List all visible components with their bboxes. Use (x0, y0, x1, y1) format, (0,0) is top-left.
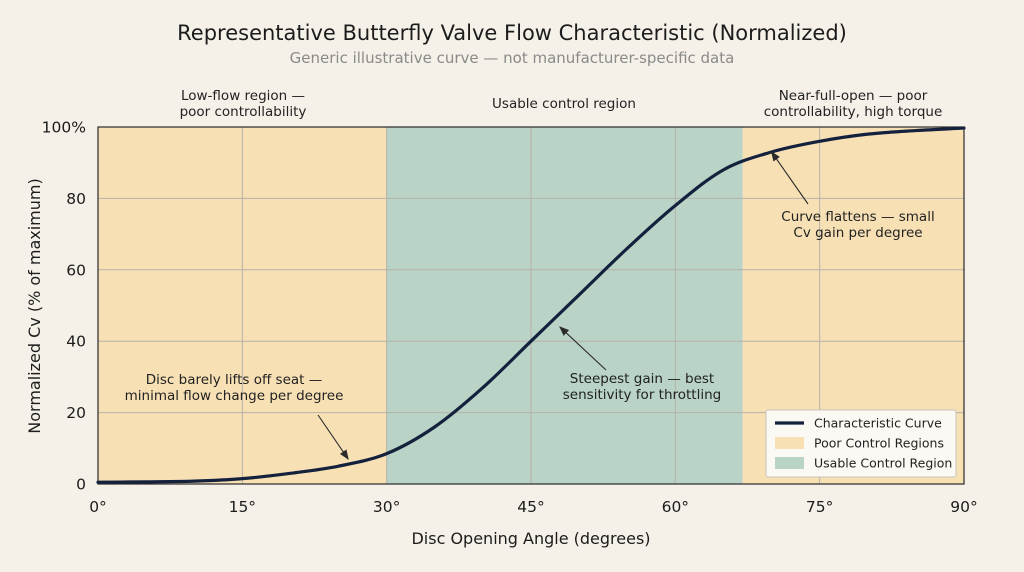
region-label-0-line-0: Low-flow region — (181, 88, 305, 104)
annotation-arrow-1 (559, 326, 607, 371)
characteristic-curve (96, 126, 966, 484)
chart-title: Representative Butterfly Valve Flow Char… (177, 21, 847, 45)
region-label-2-line-0: Near-full-open — poor (779, 88, 928, 104)
y-tick-label-2: 40 (66, 333, 86, 351)
annotation-0-line-1: minimal flow change per degree (125, 388, 344, 404)
x-tick-label-5: 75° (806, 498, 833, 516)
annotations: Disc barely lifts off seat —minimal flow… (125, 151, 935, 460)
y-tick-labels: 0 20 40 60 80 100% (42, 119, 86, 494)
annotation-2-line-0: Curve flattens — small (781, 209, 934, 225)
x-tick-label-0: 0° (89, 498, 107, 516)
legend-swatch-1 (775, 437, 804, 449)
x-axis-label: Disc Opening Angle (degrees) (411, 529, 650, 548)
annotation-arrow-2 (770, 151, 809, 205)
region-label-1-line-0: Usable control region (492, 96, 636, 112)
x-tick-label-1: 15° (229, 498, 256, 516)
y-tick-label-3: 60 (66, 261, 86, 279)
x-tick-label-6: 90° (950, 498, 977, 516)
legend-label-0: Characteristic Curve (814, 416, 942, 431)
legend-label-2: Usable Control Region (814, 456, 952, 471)
y-tick-label-5: 100% (42, 119, 86, 137)
curve-layer (96, 126, 966, 484)
region-label-2-line-1: controllability, high torque (764, 104, 943, 120)
annotation-1-line-0: Steepest gain — best (570, 371, 714, 387)
plot-frame (97, 126, 965, 485)
x-tick-label-2: 30° (373, 498, 400, 516)
chart-subtitle: Generic illustrative curve — not manufac… (290, 49, 735, 67)
y-axis-label: Normalized Cv (% of maximum) (25, 178, 44, 433)
annotation-0-line-0: Disc barely lifts off seat — (146, 372, 323, 388)
annotation-2-line-1: Cv gain per degree (793, 225, 922, 241)
annotation-arrow-0 (317, 414, 349, 460)
x-tick-labels: 0° 15° 30° 45° 60° 75° 90° (89, 498, 978, 516)
annotation-1-line-1: sensitivity for throttling (563, 387, 721, 403)
y-tick-label-1: 20 (66, 404, 86, 422)
region-label-0-line-1: poor controllability (180, 104, 307, 120)
y-tick-label-4: 80 (66, 190, 86, 208)
y-tick-label-0: 0 (76, 476, 86, 494)
region-band-1 (386, 127, 743, 484)
x-tick-label-4: 60° (662, 498, 689, 516)
legend: Characteristic Curve Poor Control Regions… (765, 409, 957, 478)
legend-label-1: Poor Control Regions (814, 436, 944, 451)
legend-swatch-2 (775, 457, 804, 469)
x-tick-label-3: 45° (517, 498, 544, 516)
legend-box (765, 409, 957, 478)
region-labels: Low-flow region —poor controllability Usa… (180, 88, 943, 120)
